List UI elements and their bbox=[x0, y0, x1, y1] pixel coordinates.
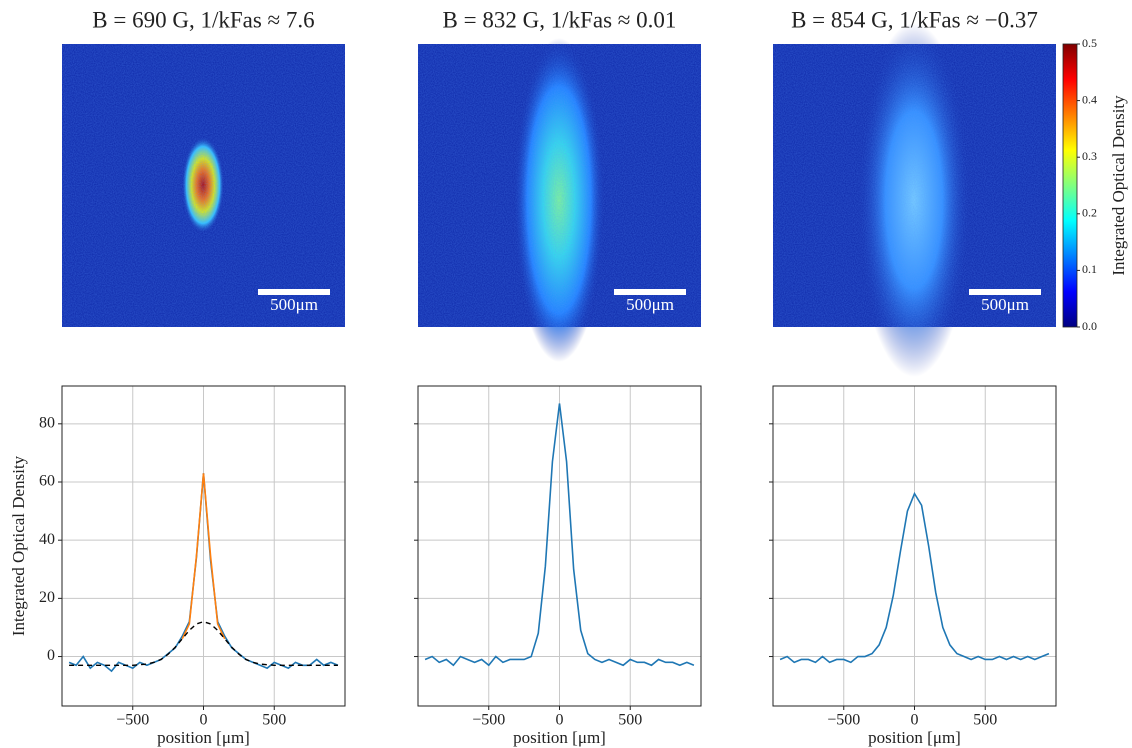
x-axis-label: position [μm] bbox=[513, 728, 606, 747]
scale-bar-label: 500μm bbox=[270, 295, 318, 314]
y-tick-label: 80 bbox=[39, 414, 55, 431]
plot-frame bbox=[61, 385, 346, 707]
x-axis-label: position [μm] bbox=[157, 728, 250, 747]
y-axis-label: Integrated Optical Density bbox=[9, 455, 28, 636]
scale-bar bbox=[258, 289, 330, 295]
colorbar-tick-label: 0.5 bbox=[1082, 36, 1097, 50]
colorbar-label: Integrated Optical Density bbox=[1109, 95, 1128, 276]
data-line bbox=[424, 403, 695, 667]
panel-title: B = 690 G, 1/kFas ≈ 7.6 bbox=[92, 7, 314, 32]
x-tick-label: −500 bbox=[116, 712, 149, 729]
panel-title: B = 832 G, 1/kFas ≈ 0.01 bbox=[443, 7, 677, 32]
x-tick-label: −500 bbox=[827, 712, 860, 729]
y-tick-label: 40 bbox=[39, 531, 55, 548]
data-line bbox=[69, 620, 338, 666]
image-noise bbox=[773, 44, 1056, 327]
data-line bbox=[181, 473, 226, 640]
image-noise bbox=[418, 44, 701, 327]
y-tick-label: 20 bbox=[39, 589, 55, 606]
x-tick-label: 500 bbox=[618, 712, 642, 729]
colorbar-tick-label: 0.4 bbox=[1082, 92, 1097, 106]
colorbar-tick-label: 0.2 bbox=[1082, 206, 1097, 220]
colorbar-tick-label: 0.0 bbox=[1082, 319, 1097, 333]
colorbar-tick-label: 0.1 bbox=[1082, 262, 1097, 276]
scale-bar-label: 500μm bbox=[981, 295, 1029, 314]
x-tick-label: 0 bbox=[556, 712, 564, 729]
x-tick-label: 0 bbox=[200, 712, 208, 729]
colorbar-tick-label: 0.3 bbox=[1082, 149, 1097, 163]
x-tick-label: 500 bbox=[262, 712, 286, 729]
x-tick-label: 500 bbox=[973, 712, 997, 729]
x-axis-label: position [μm] bbox=[868, 728, 961, 747]
y-tick-label: 0 bbox=[47, 647, 55, 664]
colorbar bbox=[1062, 43, 1078, 328]
x-tick-label: −500 bbox=[472, 712, 505, 729]
scale-bar bbox=[614, 289, 686, 295]
scale-bar-label: 500μm bbox=[626, 295, 674, 314]
scale-bar bbox=[969, 289, 1041, 295]
data-line bbox=[779, 491, 1050, 664]
y-tick-label: 60 bbox=[39, 473, 55, 490]
plot-frame bbox=[772, 385, 1057, 707]
image-noise bbox=[62, 44, 345, 327]
x-tick-label: 0 bbox=[911, 712, 919, 729]
plot-frame bbox=[417, 385, 702, 707]
